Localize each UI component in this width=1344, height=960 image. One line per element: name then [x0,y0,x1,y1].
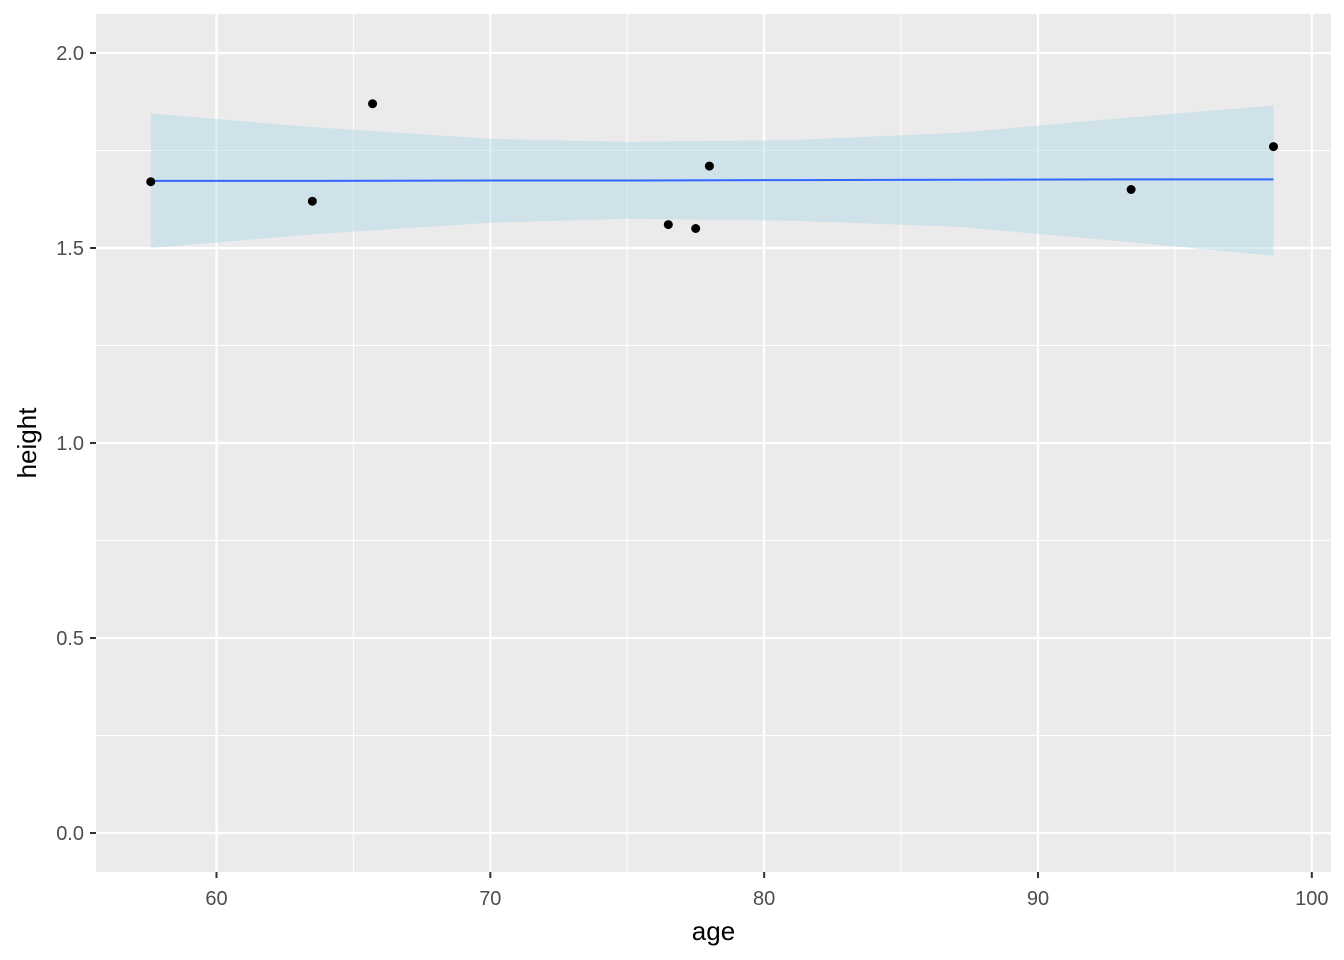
y-tick-label: 1.0 [56,433,84,455]
x-axis-title: age [692,916,735,946]
data-point [704,161,714,171]
y-axis-ticks: 0.0 0.5 1.0 1.5 2.0 [56,43,96,845]
y-tick-label: 1.5 [56,238,84,260]
x-tick-label: 90 [1027,888,1049,910]
data-point [307,196,317,206]
data-point [1126,185,1136,194]
data-point [146,177,156,187]
data-points [146,99,1278,233]
data-point [1268,142,1278,152]
y-tick-label: 0.0 [56,823,84,845]
x-tick-label: 70 [479,888,501,910]
y-tick-label: 0.5 [56,628,84,650]
trend-line-group [150,178,1274,182]
data-point [368,99,378,109]
y-axis-title: height [12,407,42,479]
y-tick-label: 2.0 [56,43,84,65]
x-tick-label: 100 [1295,888,1328,910]
x-tick-label: 80 [753,888,775,910]
data-point [691,224,701,233]
data-point [663,220,673,230]
x-tick-label: 60 [205,888,227,910]
x-axis-ticks: 60 70 80 90 100 [205,872,1329,910]
trend-line [150,178,1274,182]
grid-major [96,14,1331,872]
